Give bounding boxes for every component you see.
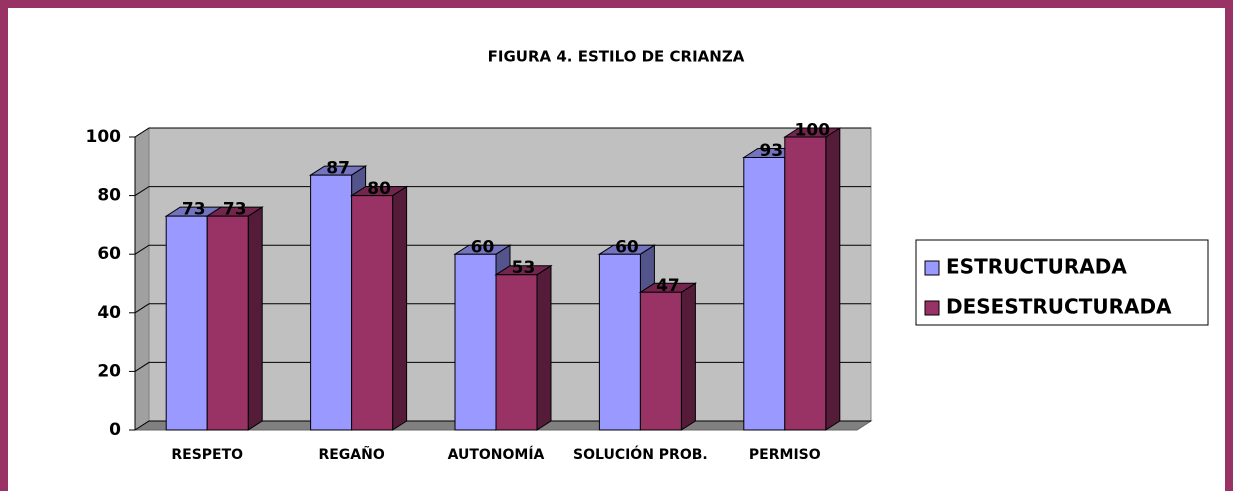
legend-label: ESTRUCTURADA	[946, 255, 1127, 279]
x-tick-label: SOLUCIÓN PROB.	[573, 445, 708, 463]
bar-front	[206, 215, 249, 431]
bar	[205, 206, 264, 431]
x-tick-label: REGAÑO	[318, 446, 384, 463]
value-label: 87	[326, 159, 350, 179]
value-label: 60	[471, 238, 495, 258]
legend-swatch	[924, 260, 940, 276]
bar-front	[165, 215, 208, 431]
grid-line	[134, 186, 871, 197]
bar-front	[454, 253, 497, 431]
value-label: 73	[182, 200, 206, 220]
y-tick-label: 40	[97, 303, 121, 323]
bar	[349, 185, 409, 431]
bar-front	[598, 253, 641, 431]
value-label: 73	[223, 200, 247, 220]
x-tick-label: RESPETO	[171, 447, 243, 463]
bar	[494, 264, 553, 431]
bar-front	[495, 274, 538, 431]
bar-front	[743, 157, 786, 431]
y-tick-label: 0	[109, 420, 121, 440]
bar-side	[825, 127, 841, 431]
value-label: 80	[367, 179, 391, 199]
value-label: 60	[615, 238, 639, 258]
bar-front	[351, 195, 394, 431]
bar-side	[247, 206, 263, 431]
y-tick-label: 100	[86, 127, 122, 147]
y-tick-label: 80	[97, 186, 121, 206]
y-tick-label: 60	[97, 244, 121, 264]
y-tick-label: 20	[97, 361, 121, 381]
value-label: 100	[795, 121, 831, 141]
value-label: 47	[656, 276, 680, 296]
bar-side	[392, 185, 408, 431]
grid-line	[134, 127, 871, 138]
legend-box	[915, 239, 1209, 326]
x-tick-label: AUTONOMÍA	[448, 446, 545, 463]
bar-side	[536, 264, 552, 431]
legend-swatch	[924, 300, 940, 316]
side-wall	[134, 127, 150, 431]
value-label: 53	[512, 258, 536, 278]
bar-front	[639, 291, 682, 431]
chart-title: FIGURA 4. ESTILO DE CRIANZA	[488, 48, 745, 66]
bar-front	[784, 136, 827, 431]
value-label: 93	[759, 141, 783, 161]
bar-front	[310, 174, 353, 431]
bar	[638, 282, 698, 431]
bar	[783, 127, 842, 431]
x-tick-label: PERMISO	[749, 447, 821, 463]
bar-side	[680, 282, 696, 431]
legend-label: DESESTRUCTURADA	[946, 295, 1172, 319]
